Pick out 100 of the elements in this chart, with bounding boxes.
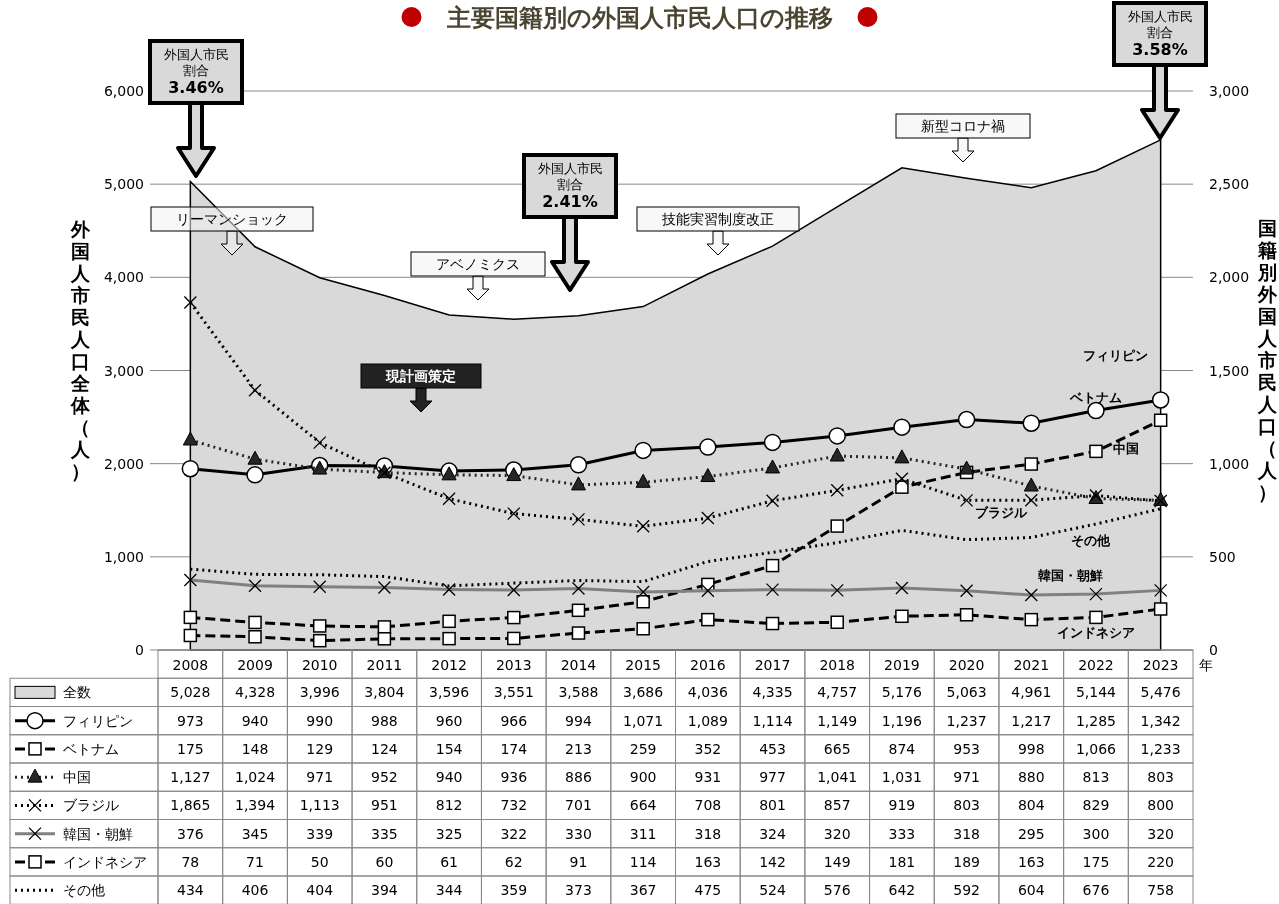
data-label: 5,063 bbox=[946, 684, 987, 701]
data-label: 1,113 bbox=[299, 797, 340, 814]
x-tick-label: 2022 bbox=[1078, 657, 1114, 673]
y-tick-label: 3,000 bbox=[103, 362, 144, 379]
y-tick-label: 5,000 bbox=[103, 176, 144, 193]
data-label: 345 bbox=[241, 825, 269, 842]
data-label: 1,237 bbox=[946, 712, 987, 729]
text: ベトナム bbox=[1069, 390, 1122, 406]
data-label: 4,961 bbox=[1011, 684, 1052, 701]
data-label: 880 bbox=[1017, 769, 1045, 785]
data-label: 3,596 bbox=[429, 684, 470, 701]
data-label: 181 bbox=[888, 853, 916, 870]
data-label: 367 bbox=[629, 882, 657, 898]
text: 外国人市民割合3.58% bbox=[1127, 9, 1193, 59]
data-label: 352 bbox=[694, 740, 722, 757]
data-label: 4,328 bbox=[234, 684, 276, 701]
data-label: 971 bbox=[953, 769, 980, 785]
x-axis-title: 年 bbox=[1199, 657, 1213, 673]
data-label: 812 bbox=[435, 797, 463, 814]
data-label: 1,041 bbox=[817, 769, 858, 785]
data-label: 62 bbox=[504, 853, 523, 870]
data-label: 951 bbox=[371, 797, 398, 814]
y-tick-label: 1,000 bbox=[103, 548, 144, 565]
text: 中国 bbox=[1112, 441, 1139, 457]
data-label: 1,024 bbox=[234, 769, 276, 785]
data-label: 1,865 bbox=[170, 797, 211, 814]
legend-label: ブラジル bbox=[63, 797, 119, 814]
data-label: 434 bbox=[176, 882, 204, 898]
x-tick-label: 2017 bbox=[754, 657, 791, 673]
data-label: 4,335 bbox=[752, 684, 793, 701]
data-label: 1,066 bbox=[1075, 740, 1117, 757]
data-label: 124 bbox=[371, 740, 398, 757]
data-label: 149 bbox=[823, 853, 851, 870]
data-label: 344 bbox=[435, 882, 463, 898]
data-label: 394 bbox=[371, 882, 398, 898]
data-label: 3,804 bbox=[364, 684, 405, 701]
annotation: 技能実習制度改正 bbox=[661, 211, 774, 227]
data-label: 3,551 bbox=[493, 684, 534, 701]
text: 国籍別外国人市民人口（人） bbox=[1257, 217, 1277, 503]
data-label: 813 bbox=[1082, 769, 1110, 785]
data-label: 940 bbox=[241, 712, 269, 729]
data-label: 50 bbox=[310, 853, 329, 870]
data-label: 300 bbox=[1082, 825, 1110, 842]
data-label: 936 bbox=[500, 769, 528, 785]
data-label: 1,149 bbox=[817, 712, 858, 729]
data-label: 4,757 bbox=[817, 684, 858, 701]
data-label: 330 bbox=[565, 825, 592, 842]
data-label: 5,176 bbox=[881, 684, 923, 701]
data-label: 142 bbox=[759, 853, 786, 870]
y2-tick-label: 500 bbox=[1209, 548, 1236, 565]
data-label: 5,028 bbox=[170, 684, 211, 701]
data-label: 1,394 bbox=[234, 797, 276, 814]
x-tick-label: 2012 bbox=[431, 657, 467, 673]
text: フィリピン bbox=[1083, 347, 1149, 363]
x-tick-label: 2020 bbox=[948, 657, 985, 673]
data-label: 1,217 bbox=[1011, 712, 1052, 729]
data-label: 931 bbox=[694, 769, 722, 785]
data-label: 1,342 bbox=[1140, 712, 1181, 729]
legend-label: その他 bbox=[63, 882, 105, 898]
data-label: 3,996 bbox=[299, 684, 340, 701]
data-label: 339 bbox=[306, 825, 334, 842]
legend-label: フィリピン bbox=[63, 712, 133, 729]
data-label: 311 bbox=[629, 825, 657, 842]
data-label: 163 bbox=[1017, 853, 1045, 870]
data-label: 325 bbox=[435, 825, 463, 842]
data-label: 318 bbox=[694, 825, 722, 842]
legend-label: 全数 bbox=[63, 684, 91, 701]
y-tick-label: 6,000 bbox=[103, 83, 144, 99]
data-label: 960 bbox=[435, 712, 463, 729]
data-label: 322 bbox=[500, 825, 528, 842]
legend-label: インドネシア bbox=[63, 853, 147, 870]
data-label: 676 bbox=[1082, 882, 1110, 898]
data-label: 708 bbox=[694, 797, 722, 814]
data-label: 642 bbox=[888, 882, 916, 898]
data-label: 940 bbox=[435, 769, 463, 785]
annotation: 現計画策定 bbox=[385, 368, 456, 384]
data-label: 4,036 bbox=[687, 684, 728, 701]
data-label: 977 bbox=[759, 769, 786, 785]
data-label: 953 bbox=[953, 740, 980, 757]
annotation: 外国人市民割合3.46% bbox=[163, 47, 229, 97]
x-tick-label: 2010 bbox=[301, 657, 338, 673]
data-label: 971 bbox=[306, 769, 334, 785]
annotation: 新型コロナ禍 bbox=[921, 118, 1005, 134]
data-label: 800 bbox=[1147, 797, 1175, 814]
data-label: 998 bbox=[1017, 740, 1045, 757]
data-label: 801 bbox=[759, 797, 786, 814]
data-label: 900 bbox=[629, 769, 657, 785]
legend-label: 中国 bbox=[63, 769, 91, 785]
data-label: 404 bbox=[306, 882, 334, 898]
data-label: 1,196 bbox=[881, 712, 923, 729]
data-label: 803 bbox=[953, 797, 980, 814]
data-label: 324 bbox=[759, 825, 786, 842]
x-tick-label: 2023 bbox=[1142, 657, 1179, 673]
data-label: 174 bbox=[500, 740, 528, 757]
data-label: 61 bbox=[440, 853, 459, 870]
data-label: 994 bbox=[565, 712, 592, 729]
data-label: 804 bbox=[1017, 797, 1045, 814]
data-label: 320 bbox=[823, 825, 851, 842]
data-label: 175 bbox=[1082, 853, 1110, 870]
annotation: リーマンショック bbox=[176, 211, 288, 227]
